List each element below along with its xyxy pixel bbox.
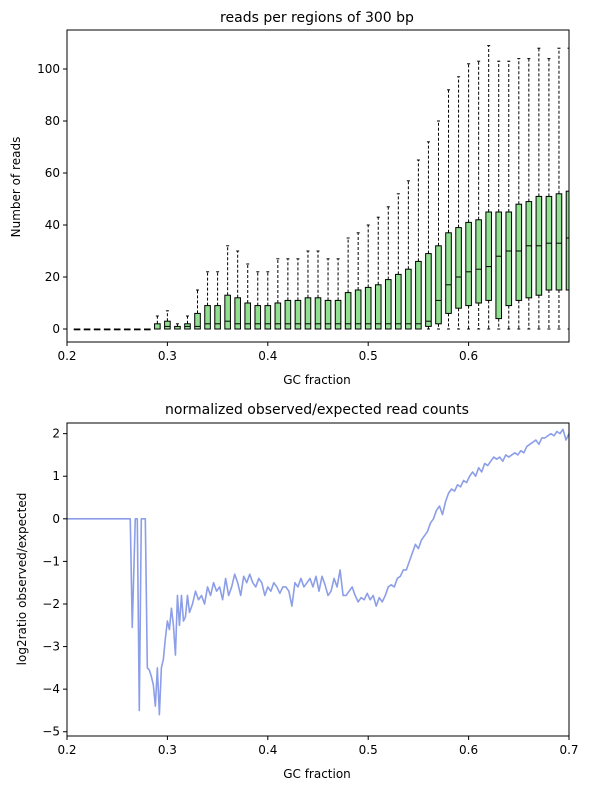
y-axis-label: Number of reads xyxy=(9,137,23,238)
box xyxy=(425,253,432,327)
box xyxy=(334,299,342,330)
box xyxy=(505,211,513,307)
box xyxy=(445,232,452,314)
y-tick-label: 60 xyxy=(45,166,60,180)
y-tick-label: −5 xyxy=(42,725,60,739)
box xyxy=(324,299,332,330)
box xyxy=(405,268,412,330)
chart-title: normalized observed/expected read counts xyxy=(165,402,469,418)
box xyxy=(384,279,392,330)
box xyxy=(284,299,292,330)
box xyxy=(204,305,211,330)
box xyxy=(515,203,523,301)
box xyxy=(224,294,231,330)
x-tick-label: 0.7 xyxy=(559,743,578,757)
x-axis-label: GC fraction xyxy=(283,767,351,781)
y-tick-label: 2 xyxy=(52,427,60,441)
box xyxy=(374,284,382,330)
x-tick-label: 0.6 xyxy=(459,349,478,363)
series-line xyxy=(67,428,569,716)
box xyxy=(525,201,533,299)
box xyxy=(495,211,503,320)
box xyxy=(415,260,422,330)
box xyxy=(244,302,252,330)
box xyxy=(234,297,241,330)
box xyxy=(435,245,442,325)
x-tick-label: 0.4 xyxy=(258,743,277,757)
box xyxy=(274,302,282,330)
box xyxy=(164,320,171,330)
line-plot-area: 0.2 0.3 0.4 0.5 0.6 0.7 −5 −4 −3 −2 −1 0 1 2 xyxy=(42,422,579,757)
plot-frame xyxy=(66,422,570,737)
box xyxy=(214,305,221,330)
plot-frame xyxy=(66,29,570,343)
line-chart: normalized observed/expected read counts… xyxy=(15,402,579,781)
y-tick-label: −2 xyxy=(42,597,60,611)
x-tick-label: 0.6 xyxy=(459,743,478,757)
y-tick-label: 1 xyxy=(52,469,60,483)
box xyxy=(194,312,201,330)
y-tick-label: −3 xyxy=(42,640,60,654)
x-tick-label: 0.3 xyxy=(158,349,177,363)
y-tick-label: 20 xyxy=(45,270,60,284)
box xyxy=(254,305,262,330)
x-tick-label: 0.5 xyxy=(359,743,378,757)
box xyxy=(555,193,563,291)
x-tick-label: 0.5 xyxy=(359,349,378,363)
y-tick-label: −1 xyxy=(42,554,60,568)
y-tick-label: 80 xyxy=(45,114,60,128)
box xyxy=(344,292,352,330)
y-tick-label: 0 xyxy=(52,512,60,526)
box xyxy=(304,297,312,330)
box xyxy=(154,323,161,330)
box xyxy=(485,211,492,301)
box xyxy=(475,219,482,304)
box xyxy=(354,289,362,330)
box xyxy=(294,299,302,330)
box xyxy=(364,286,372,330)
x-tick-label: 0.3 xyxy=(158,743,177,757)
box xyxy=(576,189,582,285)
boxplot-plot-area: 0.2 0.3 0.4 0.5 0.6 0 20 40 60 80 100 xyxy=(37,29,582,363)
box xyxy=(314,297,322,330)
box xyxy=(565,190,569,291)
box xyxy=(465,221,472,307)
y-axis-label: log2ratio observed/expected xyxy=(15,493,29,666)
boxplot-chart: reads per regions of 300 bp GC fraction … xyxy=(9,10,582,387)
x-axis-label: GC fraction xyxy=(283,373,351,387)
chart-title: reads per regions of 300 bp xyxy=(220,10,414,26)
box xyxy=(395,273,402,330)
x-tick-label: 0.2 xyxy=(57,743,76,757)
y-tick-label: 0 xyxy=(52,322,60,336)
x-tick-label: 0.4 xyxy=(258,349,277,363)
box xyxy=(264,305,272,330)
y-tick-label: 40 xyxy=(45,218,60,232)
y-tick-label: 100 xyxy=(37,62,60,76)
x-tick-label: 0.2 xyxy=(57,349,76,363)
box-series xyxy=(73,45,582,331)
box xyxy=(455,227,462,309)
y-tick-label: −4 xyxy=(42,682,60,696)
